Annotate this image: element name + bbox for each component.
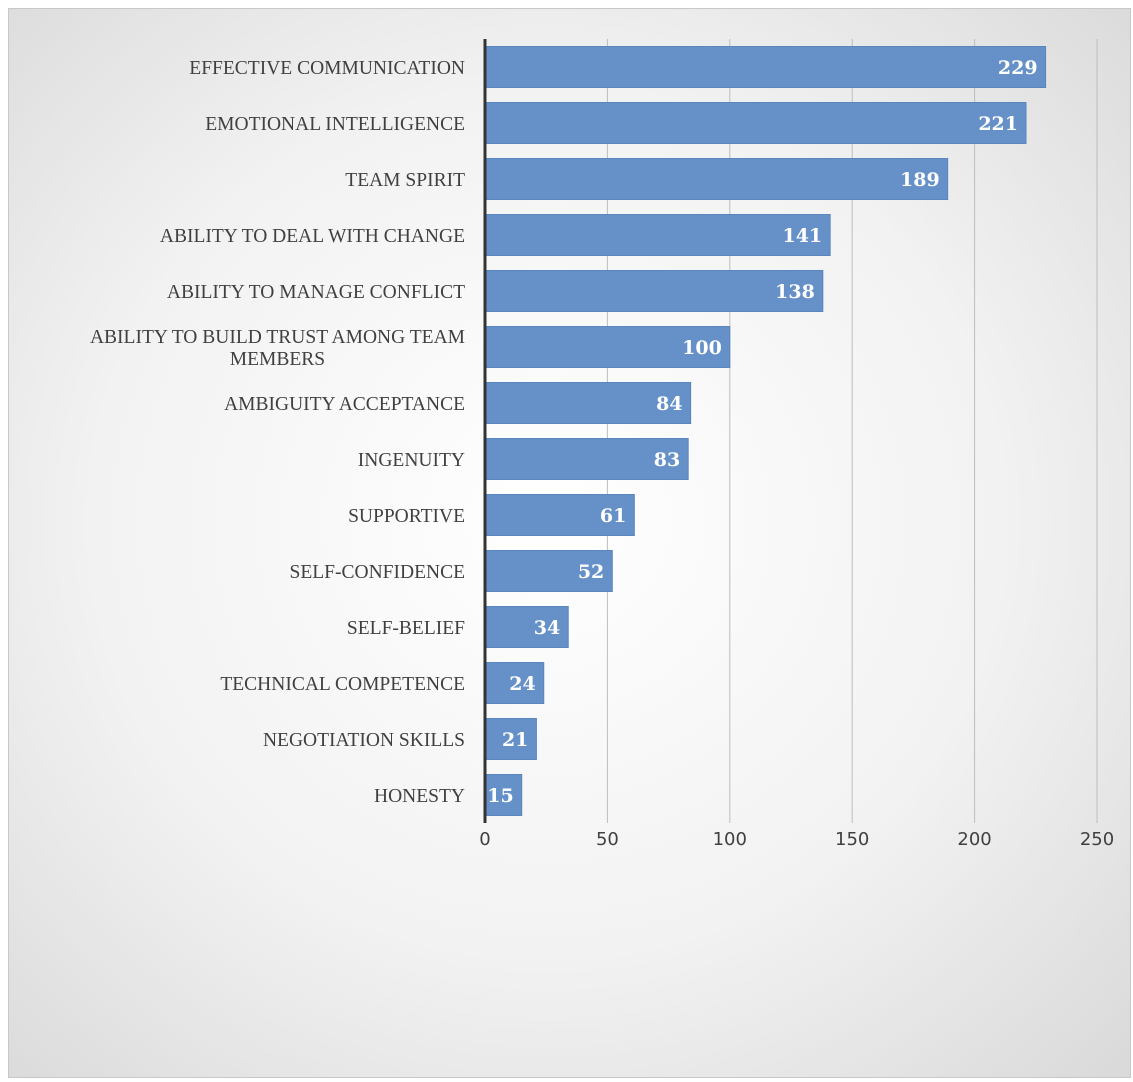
x-tick-label: 0 [479, 829, 490, 850]
data-label: 221 [978, 113, 1018, 135]
category-label: EMOTIONAL INTELLIGENCE [205, 114, 465, 135]
data-label: 229 [998, 57, 1038, 79]
bar [484, 438, 689, 480]
data-label: 52 [578, 561, 604, 583]
bar [484, 494, 635, 536]
data-label: 189 [900, 169, 940, 191]
data-label: 84 [656, 393, 682, 415]
category-label: AMBIGUITY ACCEPTANCE [224, 394, 465, 415]
bar [484, 662, 545, 704]
category-label: TECHNICAL COMPETENCE [220, 674, 465, 695]
value-axis-ticks: 0 50 100 150 200 250 [479, 829, 1114, 850]
x-tick-label: 200 [957, 829, 991, 850]
category-label: TEAM SPIRIT [345, 170, 465, 191]
bar [484, 326, 731, 368]
x-tick-label: 100 [713, 829, 747, 850]
chart-frame: 229 221 189 141 138 100 84 83 61 52 34 24 21 15 EFFEC… [8, 8, 1131, 1078]
bar [484, 46, 1047, 88]
data-labels: 229 221 189 141 138 100 84 83 61 52 34 24 21 15 [487, 57, 1037, 807]
data-label: 141 [782, 225, 822, 247]
x-tick-label: 250 [1080, 829, 1114, 850]
data-label: 138 [775, 281, 815, 303]
bar [484, 606, 569, 648]
category-label: NEGOTIATION SKILLS [263, 730, 465, 751]
category-label-line: ABILITY TO BUILD TRUST AMONG TEAM [90, 327, 465, 348]
data-label: 24 [509, 673, 535, 695]
category-label: SELF-BELIEF [347, 618, 465, 639]
bar-chart: 229 221 189 141 138 100 84 83 61 52 34 24 21 15 EFFEC… [90, 39, 1114, 850]
bar [484, 214, 831, 256]
category-label: ABILITY TO MANAGE CONFLICT [167, 282, 465, 303]
category-label-line: MEMBERS [230, 349, 325, 370]
bar [484, 158, 949, 200]
category-label: SELF-CONFIDENCE [289, 562, 465, 583]
data-label: 83 [654, 449, 680, 471]
category-label: INGENUITY [358, 450, 465, 471]
category-label: ABILITY TO DEAL WITH CHANGE [160, 226, 465, 247]
data-label: 61 [600, 505, 626, 527]
data-label: 21 [502, 729, 528, 751]
category-labels: EFFECTIVE COMMUNICATION EMOTIONAL INTELLI… [90, 58, 465, 807]
bar [484, 550, 613, 592]
bar [484, 270, 824, 312]
data-label: 100 [682, 337, 722, 359]
category-label: EFFECTIVE COMMUNICATION [189, 58, 465, 79]
category-label: SUPPORTIVE [348, 506, 465, 527]
category-label: ABILITY TO BUILD TRUST AMONG TEAM MEMBERS [90, 327, 465, 370]
data-label: 34 [534, 617, 560, 639]
bars [484, 46, 1047, 816]
gridlines [606, 39, 1098, 823]
bar [484, 774, 523, 816]
bar [484, 102, 1027, 144]
x-tick-label: 150 [835, 829, 869, 850]
bar [484, 718, 537, 760]
x-tick-label: 50 [596, 829, 619, 850]
category-label: HONESTY [374, 786, 465, 807]
data-label: 15 [487, 785, 513, 807]
